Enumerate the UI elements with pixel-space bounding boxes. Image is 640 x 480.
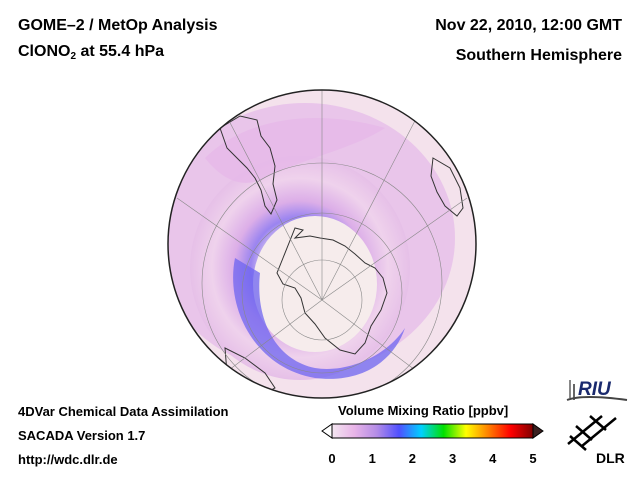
data-center-url[interactable]: http://wdc.dlr.de bbox=[18, 452, 118, 467]
field-high-region bbox=[233, 258, 405, 379]
hemisphere-label: Southern Hemisphere bbox=[455, 47, 622, 64]
colorbar bbox=[321, 423, 544, 439]
species-subscript: 2 bbox=[70, 51, 77, 62]
dlr-logo-text: DLR bbox=[596, 450, 625, 466]
riu-logo: RIU bbox=[566, 379, 628, 401]
model-version: SACADA Version 1.7 bbox=[18, 428, 146, 443]
riu-bar-1 bbox=[569, 380, 571, 398]
colorbar-tick-label: 4 bbox=[489, 451, 497, 466]
colorbar-tick-label: 3 bbox=[448, 451, 457, 466]
dlr-logo: DLR bbox=[567, 415, 625, 466]
date-time: Nov 22, 2010, 12:00 GMT bbox=[435, 17, 622, 34]
map-title: GOME–2 / MetOp Analysis bbox=[18, 17, 218, 34]
globe-outline bbox=[167, 89, 477, 399]
colorbar-tick-label: 2 bbox=[408, 451, 416, 466]
riu-bar-2 bbox=[573, 384, 575, 400]
colorbar-title: Volume Mixing Ratio [ppbv] bbox=[338, 403, 509, 418]
assimilation-method: 4DVar Chemical Data Assimilation bbox=[18, 404, 229, 419]
riu-arc-icon bbox=[566, 396, 628, 401]
field-pink-patch-north bbox=[205, 118, 385, 183]
continent-africa bbox=[430, 157, 464, 217]
species-name: ClONO bbox=[18, 43, 71, 60]
colorbar-tick-label: 0 bbox=[328, 451, 336, 466]
pressure-level: at 55.4 hPa bbox=[76, 43, 165, 60]
globe-map bbox=[167, 89, 477, 399]
colorbar-tick-label: 1 bbox=[368, 451, 376, 466]
colorbar-gradient bbox=[331, 423, 534, 439]
riu-logo-text: RIU bbox=[578, 379, 612, 400]
dlr-emblem-icon bbox=[567, 415, 617, 451]
species-level-title: ClONO2 at 55.4 hPa bbox=[18, 43, 164, 62]
colorbar-over-arrow bbox=[532, 423, 544, 439]
colorbar-tick-label: 5 bbox=[529, 451, 537, 466]
colorbar-under-arrow bbox=[321, 423, 333, 439]
